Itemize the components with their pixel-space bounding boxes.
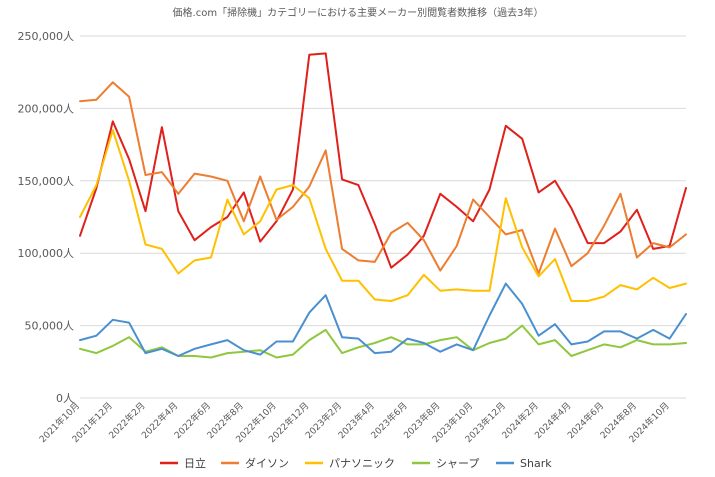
- legend-label: パナソニック: [329, 457, 395, 470]
- series-line-Shark: [79, 282, 687, 357]
- series-line-シャープ: [79, 324, 687, 359]
- y-axis-labels: 0人 50,000人 100,000人 150,000人 200,000人 250,000…: [18, 30, 75, 405]
- y-tick-label: 150,000人: [18, 175, 75, 188]
- y-tick-label: 250,000人: [18, 30, 75, 43]
- series-line-パナソニック: [79, 129, 687, 302]
- legend-label: Shark: [520, 457, 552, 470]
- y-tick-label: 0人: [56, 392, 74, 405]
- chart-title: 価格.com「掃除機」カテゴリーにおける主要メーカー別閲覧者数推移（過去3年）: [173, 6, 544, 19]
- series-line-ダイソン: [79, 81, 687, 275]
- x-axis-labels: 2021年10月2021年12月2022年2月2022年4月2022年6月202…: [37, 400, 672, 446]
- series-layer: [79, 52, 687, 359]
- legend: 日立 ダイソン パナソニック シャープ Shark: [160, 456, 552, 470]
- legend-item-ダイソン: ダイソン: [221, 456, 289, 470]
- legend-item-パナソニック: パナソニック: [305, 457, 395, 470]
- legend-item-シャープ: シャープ: [412, 457, 479, 470]
- legend-item-Shark: Shark: [496, 457, 552, 470]
- legend-label: ダイソン: [245, 456, 289, 470]
- y-tick-label: 100,000人: [18, 247, 75, 260]
- y-tick-label: 200,000人: [18, 102, 75, 115]
- y-tick-label: 50,000人: [25, 320, 75, 333]
- series-line-日立: [79, 52, 687, 269]
- legend-label: 日立: [184, 456, 206, 470]
- legend-label: シャープ: [436, 457, 479, 470]
- legend-item-日立: 日立: [160, 456, 206, 470]
- grid-layer: [80, 35, 686, 399]
